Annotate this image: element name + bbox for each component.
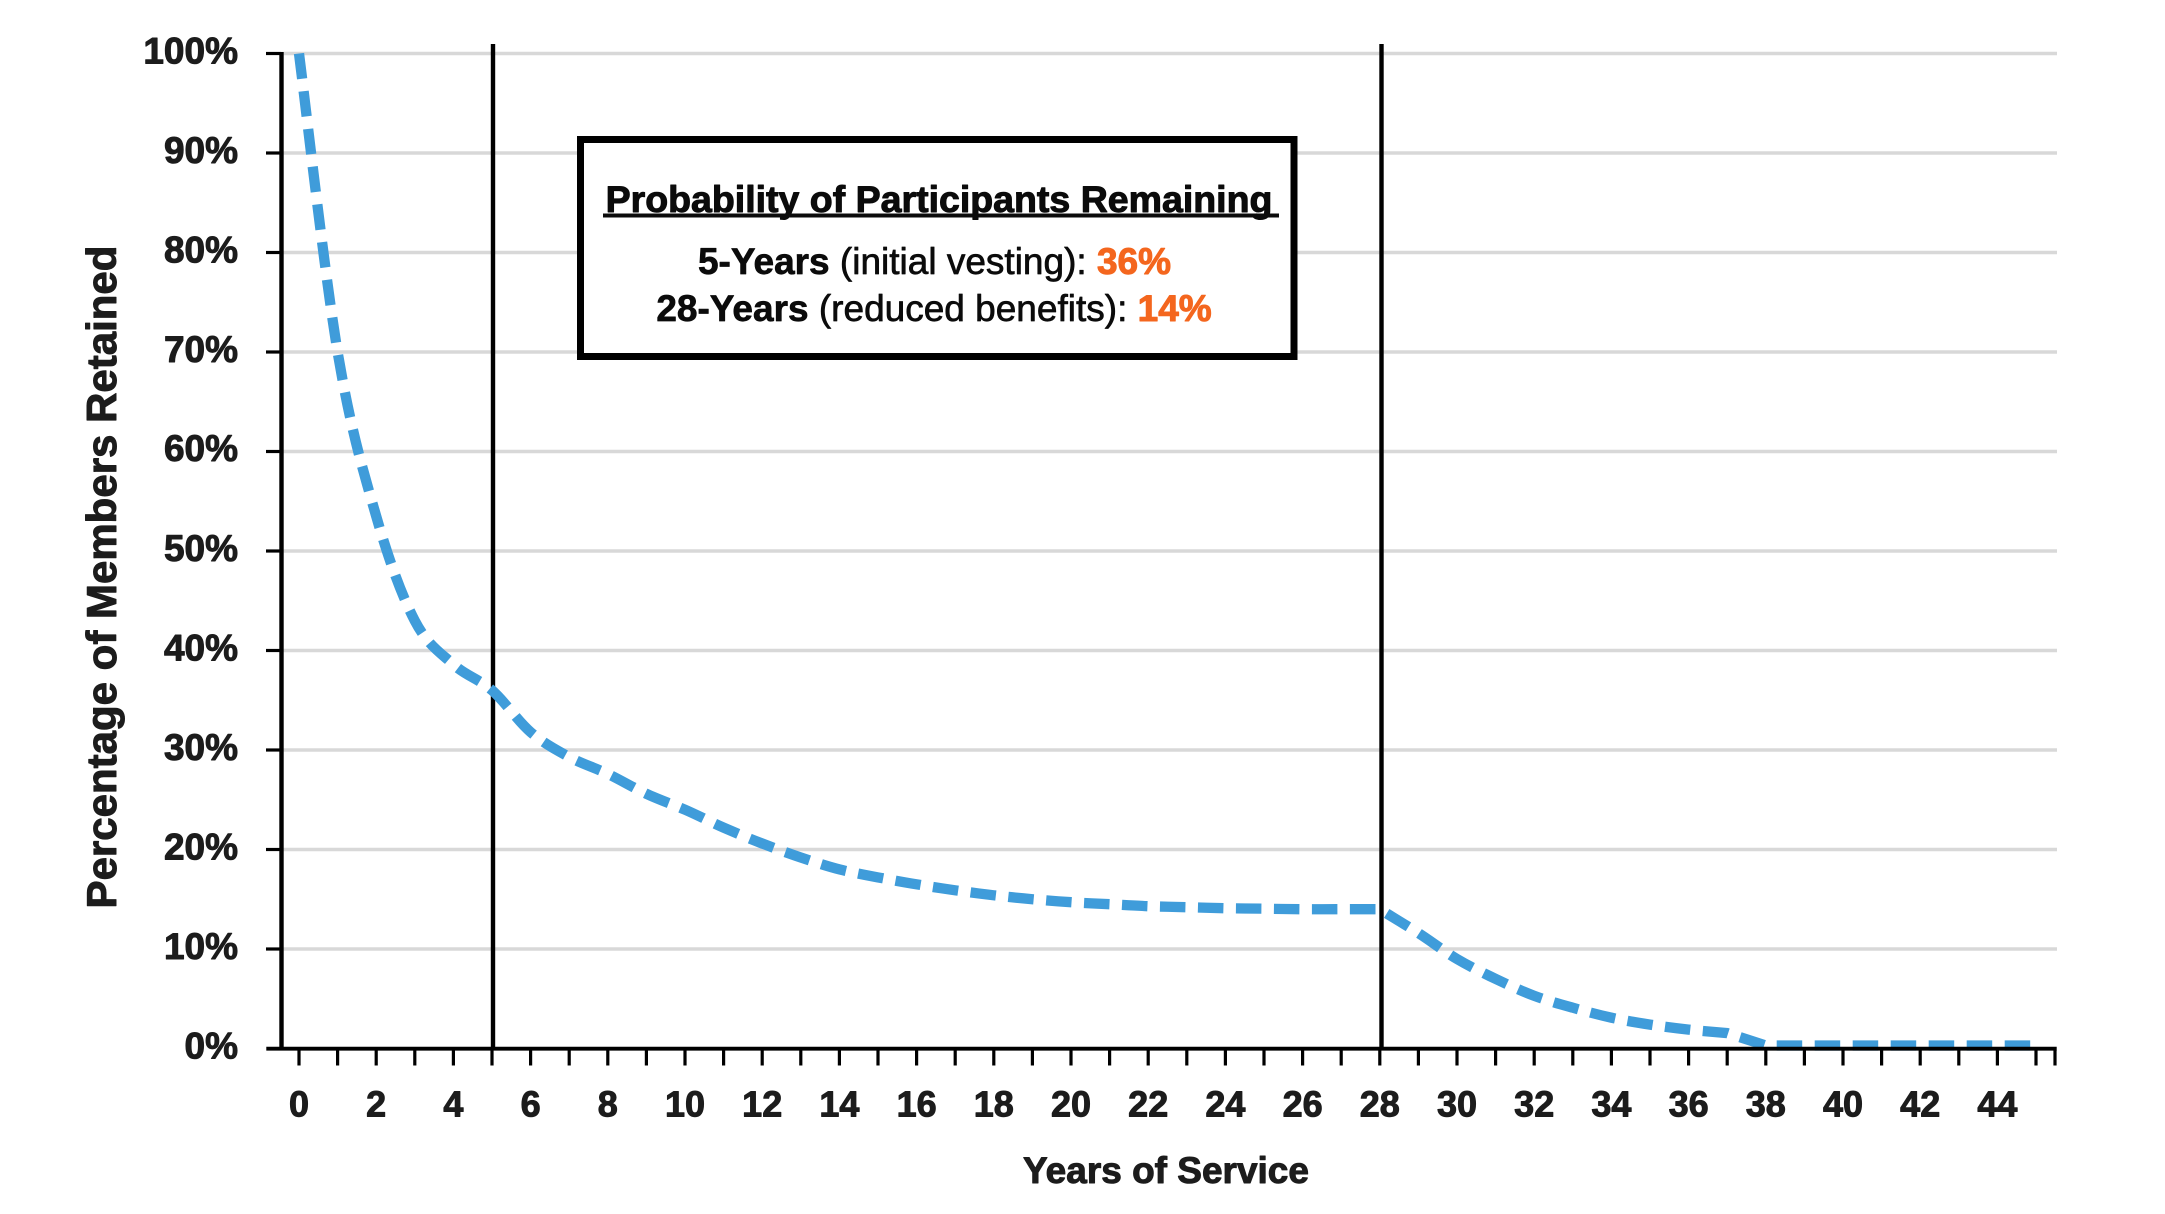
svg-text:90%: 90%: [164, 130, 238, 171]
svg-text:2: 2: [366, 1084, 386, 1125]
svg-text:14: 14: [819, 1084, 859, 1125]
svg-text:60%: 60%: [164, 428, 238, 469]
svg-text:5-Years (initial vesting): 36%: 5-Years (initial vesting): 36%: [698, 241, 1171, 282]
svg-text:26: 26: [1283, 1084, 1323, 1125]
svg-text:28-Years (reduced benefits): 1: 28-Years (reduced benefits): 14%: [656, 288, 1211, 329]
svg-text:40%: 40%: [164, 628, 238, 669]
svg-text:10: 10: [665, 1084, 705, 1125]
svg-text:10%: 10%: [164, 926, 238, 967]
svg-text:12: 12: [742, 1084, 782, 1125]
svg-text:16: 16: [897, 1084, 937, 1125]
svg-text:Probability of Participants Re: Probability of Participants Remaining: [606, 178, 1273, 220]
svg-text:32: 32: [1514, 1084, 1554, 1125]
svg-text:70%: 70%: [164, 329, 238, 370]
svg-text:30: 30: [1437, 1084, 1477, 1125]
svg-text:0%: 0%: [185, 1026, 238, 1067]
svg-text:Years of Service: Years of Service: [1023, 1150, 1309, 1191]
svg-text:38: 38: [1746, 1084, 1786, 1125]
svg-text:4: 4: [443, 1084, 463, 1125]
svg-text:8: 8: [598, 1084, 618, 1125]
svg-text:20: 20: [1051, 1084, 1091, 1125]
svg-text:40: 40: [1823, 1084, 1863, 1125]
svg-text:18: 18: [974, 1084, 1014, 1125]
svg-text:50%: 50%: [164, 528, 238, 569]
svg-text:36: 36: [1669, 1084, 1709, 1125]
svg-text:0: 0: [289, 1084, 309, 1125]
svg-text:34: 34: [1591, 1084, 1631, 1125]
svg-text:42: 42: [1900, 1084, 1940, 1125]
svg-text:Percentage of Members Retained: Percentage of Members Retained: [78, 246, 125, 909]
svg-text:24: 24: [1205, 1084, 1245, 1125]
svg-text:28: 28: [1360, 1084, 1400, 1125]
svg-text:30%: 30%: [164, 727, 238, 768]
svg-text:80%: 80%: [164, 230, 238, 271]
svg-text:100%: 100%: [143, 31, 238, 72]
svg-text:20%: 20%: [164, 827, 238, 868]
svg-text:6: 6: [521, 1084, 541, 1125]
svg-text:44: 44: [1977, 1084, 2017, 1125]
svg-text:22: 22: [1128, 1084, 1168, 1125]
